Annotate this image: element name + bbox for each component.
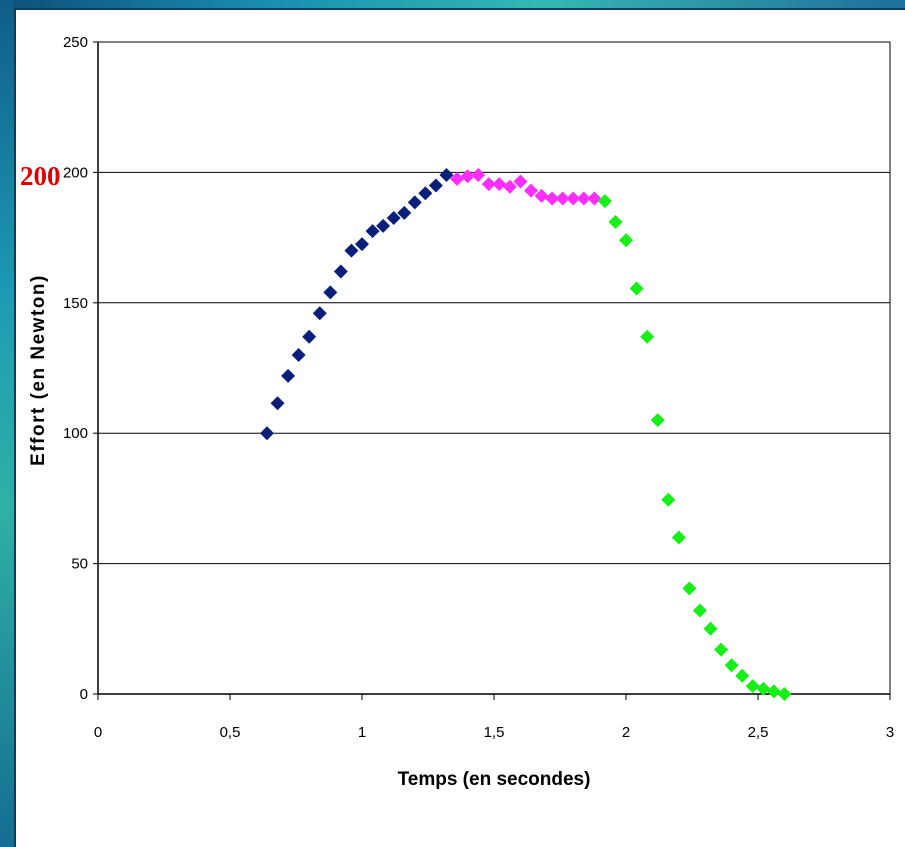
slide-left-border-line [14, 8, 16, 847]
data-point-series3 [735, 668, 750, 683]
data-point-series3 [619, 233, 633, 248]
data-point-series3 [745, 679, 760, 694]
y-tick-label-200: 200 [63, 164, 88, 181]
x-tick-label-2-5: 2,5 [748, 724, 769, 741]
data-point-series3 [682, 581, 697, 596]
y-tick-label-150: 150 [63, 295, 88, 312]
data-point-series3 [724, 658, 739, 673]
x-axis-title: Temps (en secondes) [398, 769, 591, 790]
data-point-series2 [576, 191, 591, 206]
data-point-series3 [692, 603, 707, 618]
x-tick-label-2: 2 [622, 724, 630, 741]
y-tick-label-100: 100 [63, 425, 88, 442]
data-point-series2 [587, 191, 602, 206]
data-point-series2 [513, 174, 528, 189]
slide-top-border [0, 0, 905, 8]
data-point-series3 [777, 687, 792, 701]
y-tick-labels: 0 50 100 150 200 250 [63, 34, 88, 703]
y-tick-label-50: 50 [71, 556, 88, 573]
y-tick-label-0: 0 [80, 686, 88, 703]
data-point-series3 [640, 329, 655, 344]
data-point-series1 [439, 168, 454, 183]
data-point-series3 [714, 642, 729, 657]
data-point-series1 [281, 368, 296, 383]
data-point-series1 [259, 426, 274, 441]
data-point-series1 [312, 306, 327, 321]
data-point-series3 [661, 492, 676, 507]
data-point-series2 [545, 191, 560, 206]
data-point-series1 [344, 243, 359, 258]
data-point-series3 [597, 194, 612, 209]
data-point-series2 [481, 177, 496, 192]
data-point-series3 [671, 530, 686, 545]
data-point-series2 [523, 183, 538, 198]
data-point-series2 [502, 179, 517, 194]
data-point-series1 [323, 285, 338, 300]
data-point-series3 [629, 281, 644, 296]
data-point-series1 [270, 396, 285, 411]
data-point-series1 [407, 195, 422, 210]
data-point-series3 [703, 621, 718, 636]
y-axis-title: Effort (en Newton) [28, 274, 49, 466]
data-point-series1 [333, 264, 348, 279]
data-point-series1 [386, 211, 401, 226]
data-point-series1 [302, 329, 317, 344]
slide-top-border-line [14, 8, 905, 10]
data-point-series2 [471, 168, 486, 183]
data-point-series2 [460, 169, 475, 184]
data-point-series3 [608, 214, 623, 229]
data-point-series2 [566, 191, 581, 206]
x-tick-labels: 0 0,5 1 1,5 2 2,5 3 [94, 724, 894, 741]
data-point-series2 [555, 191, 570, 206]
data-point-series1 [291, 347, 306, 362]
data-point-series3 [756, 681, 771, 696]
data-point-series3 [766, 684, 781, 699]
data-point-series3 [650, 413, 665, 428]
x-tick-label-1-5: 1,5 [484, 724, 505, 741]
axes [93, 41, 891, 700]
data-point-series1 [428, 178, 443, 193]
data-point-series2 [492, 177, 507, 192]
x-tick-label-0-5: 0,5 [220, 724, 241, 741]
y-tick-label-250: 250 [63, 34, 88, 51]
data-point-series1 [365, 224, 380, 239]
data-point-series1 [397, 205, 412, 220]
gridlines [98, 171, 890, 565]
x-tick-label-0: 0 [94, 724, 102, 741]
x-tick-label-3: 3 [886, 724, 894, 741]
data-point-series1 [418, 186, 433, 201]
x-tick-label-1: 1 [358, 724, 366, 741]
data-point-series1 [355, 237, 369, 252]
data-point-series2 [450, 171, 465, 186]
slide-left-border [0, 0, 14, 847]
data-points [259, 168, 792, 701]
data-point-series2 [534, 188, 549, 203]
callout-200-label: 200 [20, 161, 61, 191]
data-point-series1 [376, 218, 391, 233]
